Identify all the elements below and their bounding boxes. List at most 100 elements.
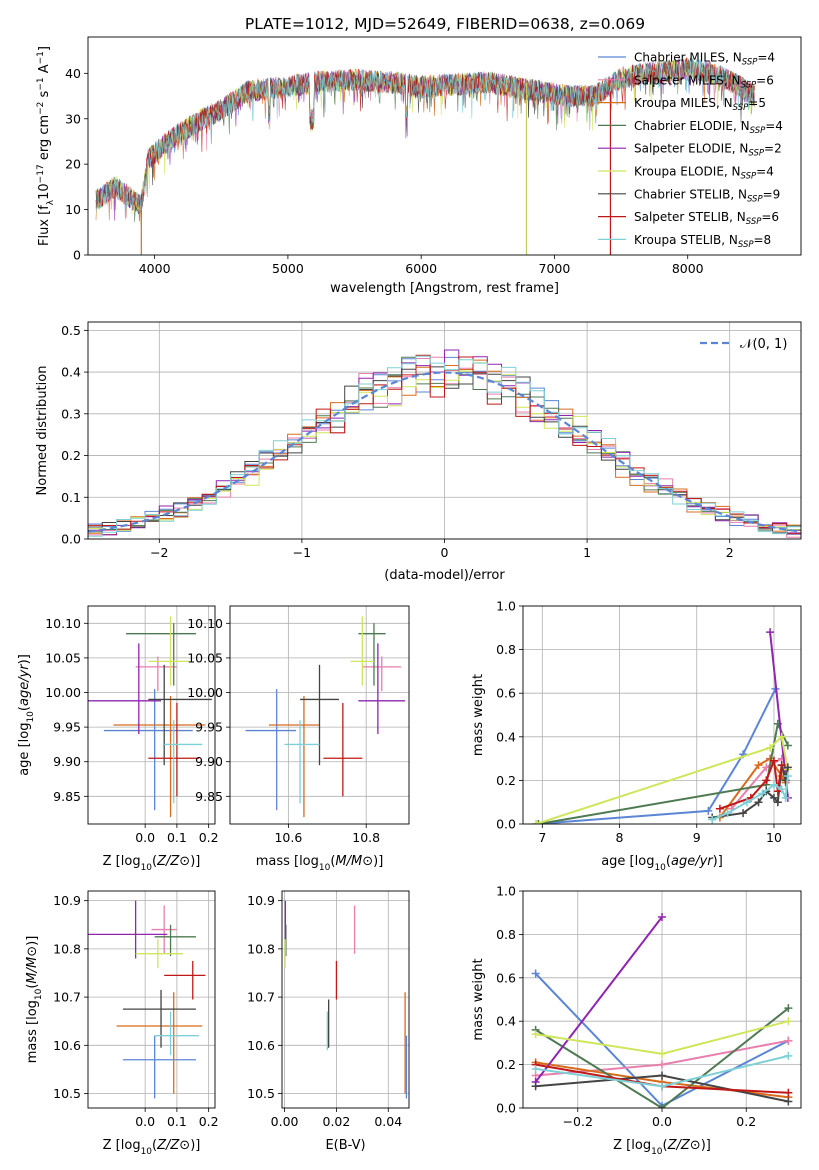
legend-label: Chabrier ELODIE, NSSP=4 [634,119,783,136]
panel-7: −0.2 0.0 0.2 0.0 0.2 0.4 0.6 0.8 1.0 Z [log10(Z/Z… [471,884,802,1157]
plot-area [88,616,212,818]
weight-marker [783,772,792,781]
y-tick-label: 10.00 [187,685,223,700]
x-tick-label: 0.2 [199,830,219,845]
figure-title: PLATE=1012, MJD=52649, FIBERID=0638, z=0… [245,15,645,33]
legend-label: Chabrier MILES, NSSP=4 [634,51,775,68]
weight-marker [658,1049,666,1058]
weight-marker [754,798,763,807]
x-tick-label: 2 [726,545,734,560]
panel-6: 0.00 0.02 0.04 10.5 10.6 10.7 10.8 10.9 E(B-V) [247,890,410,1153]
plot-area [88,900,206,1099]
y-tick-label: 0.5 [61,323,81,338]
weight-marker [704,806,713,815]
histogram-line [88,354,801,535]
y-tick-label: 10.6 [247,1038,275,1053]
y-axis-label: age [log10(age/yr)] [17,654,36,776]
weight-marker [658,1104,666,1108]
plot-area [531,913,793,1108]
x-tick-label: 0.02 [323,1114,351,1129]
y-tick-label: 10.05 [187,650,223,665]
y-tick-label: 0.6 [496,970,516,985]
weight-marker [532,820,541,824]
y-tick-label: 0.1 [61,490,81,505]
y-tick-label: 0.6 [496,686,516,701]
weight-marker [783,741,792,750]
y-tick-label: 10.9 [53,893,81,908]
legend-label: Kroupa ELODIE, NSSP=4 [634,165,774,182]
x-axis-label: wavelength [Angstrom, rest frame] [330,281,559,296]
panel-4: 7 8 9 10 0.0 0.2 0.4 0.6 0.8 1.0 age [log10(age/yr… [471,599,802,873]
weight-marker [658,1082,666,1091]
y-tick-label: 10.10 [45,616,81,631]
weight-marker [769,756,778,765]
panel-3: 10.6 10.8 9.85 9.90 9.95 10.00 10.05 10.10 mass … [187,605,410,873]
x-tick-label: −1 [293,545,311,560]
legend-label: Salpeter MILES, NSSP=6 [634,73,774,90]
plot-area [284,900,408,1099]
y-tick-label: 0.2 [496,1057,516,1072]
axes-frame [87,321,802,540]
x-tick-label: 1 [583,545,591,560]
y-tick-label: 0.3 [61,406,81,421]
legend-label: Salpeter STELIB, NSSP=6 [634,210,779,227]
axes-frame [87,605,216,825]
weight-line [534,916,663,1083]
histogram-line [88,355,801,537]
weight-marker [766,743,775,752]
weight-marker [783,763,792,772]
weight-marker [769,793,778,802]
legend: Chabrier MILES, NSSP=4 Salpeter MILES, NS… [598,51,783,250]
axes-frame [281,890,410,1109]
y-tick-label: 10.6 [53,1038,81,1053]
x-axis-label: Z [log10(Z/Z⊙)] [103,1138,201,1157]
y-tick-label: 10.8 [247,941,275,956]
weight-marker [534,820,543,824]
x-axis-label: Z [log10(Z/Z⊙)] [103,854,201,873]
y-tick-label: 40 [65,66,81,81]
x-tick-label: 0.04 [374,1114,402,1129]
y-tick-label: 1.0 [496,599,516,614]
weight-line [535,1007,790,1108]
y-tick-label: 0.8 [496,642,516,657]
weight-marker [708,815,717,824]
weight-marker [742,798,751,807]
y-tick-label: 1.0 [496,884,516,899]
x-tick-label: 0.0 [135,830,155,845]
weight-marker [531,1082,540,1091]
x-tick-label: 0.2 [199,1114,219,1129]
legend-label: Kroupa STELIB, NSSP=8 [634,233,771,250]
y-tick-label: 0.0 [496,817,516,832]
y-tick-label: 0 [73,248,81,263]
y-tick-label: 10.7 [247,990,275,1005]
y-tick-label: 9.85 [53,789,81,804]
weight-marker [777,761,786,770]
y-axis-label: Flux [fλ10−17 erg cm−2 s−1 A−1] [36,46,56,246]
x-tick-label: 0.1 [167,1114,187,1129]
y-axis-label: Normed distribution [35,366,50,496]
axes-frame [87,36,802,256]
y-tick-label: 10.05 [45,650,81,665]
weight-marker [766,628,775,637]
y-tick-label: 0.0 [496,1101,516,1116]
legend-label: Chabrier STELIB, NSSP=9 [634,187,780,204]
y-tick-label: 0.2 [61,448,81,463]
weight-marker [784,1017,793,1026]
weight-marker [773,798,782,807]
x-tick-label: 8000 [672,261,704,276]
y-tick-label: 0.4 [496,729,516,744]
x-tick-label: 8 [616,830,624,845]
x-tick-label: 10 [766,830,782,845]
x-tick-label: 0.0 [652,1114,672,1129]
spectrum-line [95,59,755,221]
weight-marker [658,913,666,922]
weight-marker [658,1071,666,1080]
weight-marker [784,1088,793,1097]
y-axis-label: mass weight [471,958,486,1040]
y-tick-label: 9.90 [195,754,223,769]
weight-marker [784,1051,793,1060]
panel-0: 4000 5000 6000 7000 8000 0 10 20 30 40 Chabrier MI… [36,36,802,296]
y-tick-label: 10.9 [247,893,275,908]
legend-label: Salpeter ELODIE, NSSP=2 [634,142,782,159]
